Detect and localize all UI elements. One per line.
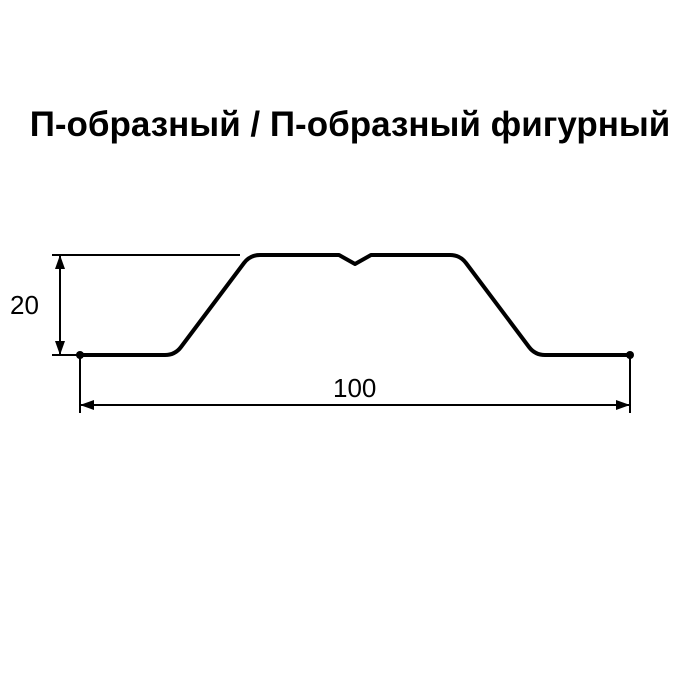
figure-title: П-образный / П-образный фигурный	[0, 105, 700, 145]
dimension-height-label: 20	[10, 290, 39, 321]
profile-svg	[0, 200, 700, 460]
dimension-width-label: 100	[333, 373, 376, 404]
profile-diagram	[0, 200, 700, 460]
figure-container: П-образный / П-образный фигурный 100 20	[0, 0, 700, 700]
